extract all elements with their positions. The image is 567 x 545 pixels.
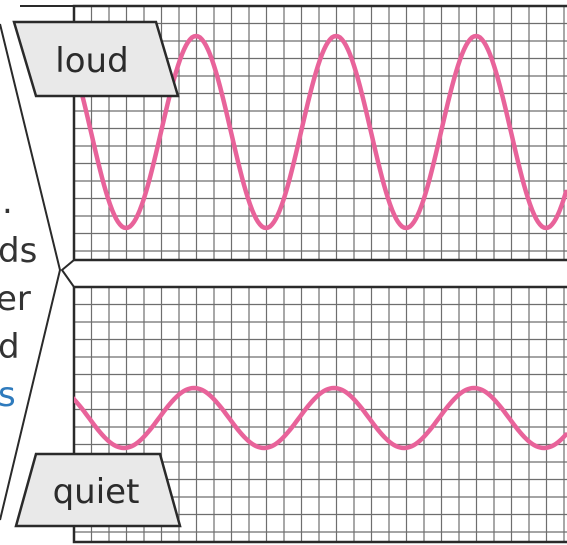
side-text-line-5: s: [0, 375, 16, 415]
loud-label: loud: [12, 20, 180, 98]
divider-chevron: [60, 259, 567, 288]
top-panel-border: [72, 4, 567, 262]
quiet-label-text: quiet: [53, 472, 140, 512]
loud-wave: [74, 33, 567, 231]
loud-label-box: [12, 20, 180, 98]
side-text-line-3: er: [0, 279, 31, 319]
quiet-wave: [74, 385, 567, 451]
quiet-label-box: [14, 452, 182, 528]
bottom-panel-border: [72, 285, 567, 544]
quiet-label: quiet: [14, 452, 182, 528]
side-text-line-2: ds: [0, 231, 37, 271]
side-text-line-4: d: [0, 327, 20, 367]
side-text: . ds er d s: [0, 182, 37, 415]
loud-label-text: loud: [55, 41, 128, 81]
side-text-line-1: .: [2, 182, 13, 222]
